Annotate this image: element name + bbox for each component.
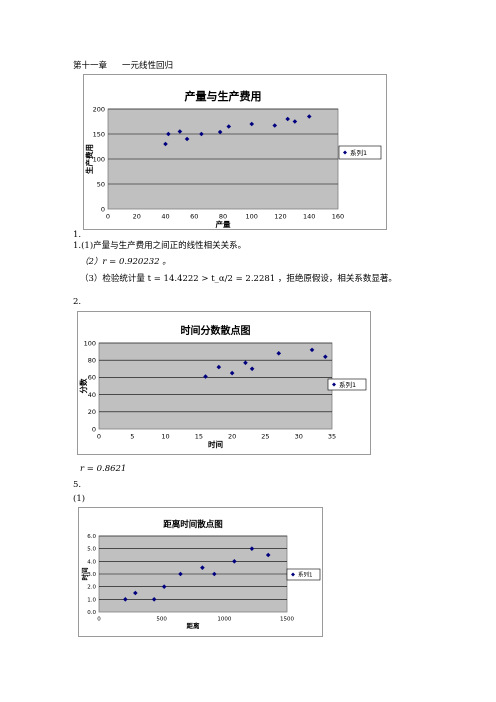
y-tick-label: 1.0 bbox=[87, 597, 96, 603]
legend-box bbox=[338, 145, 382, 160]
x-tick-label: 1000 bbox=[217, 617, 231, 623]
answer-1-3: （3）检验统计量 t = 14.4222 > t_α/2 = 2.2281 ，拒… bbox=[80, 274, 397, 284]
chart-frame-3: 距离时间散点图 0.0 1.0 2.0 3.0 4.0 5.0 6.0 0 500 1000 1500… bbox=[78, 507, 323, 637]
x-tick-label: 25 bbox=[261, 433, 269, 441]
chart-frame-1: 产量与生产费用 0 50 100 150 200 0 20 40 60 80 100 120 140 160… bbox=[83, 74, 387, 230]
y-tick-label: 4.0 bbox=[87, 559, 96, 565]
chart-frame-2: 时间分数散点图 0 20 40 60 80 100 0 5 10 15 20 25 30 35 时间 分数 系列1 bbox=[77, 311, 371, 455]
chart-time-score: 时间分数散点图 0 20 40 60 80 100 0 5 10 15 20 25 30 35 时间 分数 系列1 bbox=[78, 324, 367, 449]
x-axis-label: 时间 bbox=[208, 439, 223, 449]
answer-2-r: r = 0.8621 bbox=[80, 464, 127, 474]
x-tick-label: 40 bbox=[161, 213, 169, 221]
data-point bbox=[166, 131, 171, 137]
legend-box bbox=[286, 568, 321, 581]
data-point bbox=[184, 136, 190, 142]
data-point bbox=[151, 597, 157, 602]
chapter-title: 一元线性回归 bbox=[122, 61, 174, 71]
y-axis-label: 生产费用 bbox=[84, 144, 94, 174]
x-tick-label: 500 bbox=[156, 617, 167, 623]
data-point bbox=[292, 119, 298, 124]
y-axis-label: 分数 bbox=[78, 378, 88, 393]
x-tick-label: 120 bbox=[274, 213, 286, 221]
data-point bbox=[217, 129, 223, 135]
x-tick-label: 15 bbox=[195, 433, 203, 441]
data-point bbox=[203, 374, 208, 379]
x-tick-label: 0 bbox=[97, 433, 101, 441]
y-tick-label: 6.0 bbox=[87, 534, 96, 540]
x-tick-label: 140 bbox=[303, 213, 315, 221]
y-tick-label: 5.0 bbox=[87, 547, 96, 553]
y-tick-label: 60 bbox=[88, 374, 96, 382]
x-axis-label: 距离 bbox=[187, 621, 201, 630]
chart-production-cost: 产量与生产费用 0 50 100 150 200 0 20 40 60 80 100 120 140 160… bbox=[84, 89, 382, 229]
y-tick-label: 200 bbox=[93, 105, 105, 113]
data-point bbox=[229, 370, 235, 376]
answer-5-1: (1) bbox=[73, 494, 86, 504]
plot-area bbox=[98, 342, 333, 430]
label-1: 1. bbox=[73, 230, 82, 240]
data-point bbox=[276, 351, 282, 356]
y-tick-label: 100 bbox=[93, 155, 105, 163]
y-tick-label: 0 bbox=[101, 205, 105, 213]
x-tick-label: 35 bbox=[328, 433, 336, 441]
y-axis-label: 时间 bbox=[80, 567, 89, 581]
chart-title: 距离时间散点图 bbox=[163, 519, 223, 530]
x-axis-label: 产量 bbox=[216, 219, 231, 229]
label-5: 5. bbox=[73, 480, 82, 490]
x-tick-label: 0 bbox=[106, 213, 110, 221]
x-tick-label: 30 bbox=[295, 433, 303, 441]
data-point bbox=[232, 559, 237, 564]
y-tick-label: 2.0 bbox=[87, 585, 96, 591]
data-point bbox=[265, 552, 271, 558]
data-point bbox=[306, 114, 312, 119]
legend-label: 系列1 bbox=[339, 380, 356, 389]
x-tick-label: 20 bbox=[228, 433, 236, 441]
legend-label: 系列1 bbox=[350, 148, 367, 157]
y-tick-label: 80 bbox=[88, 356, 96, 364]
y-tick-label: 0 bbox=[92, 425, 96, 433]
data-point bbox=[323, 354, 328, 360]
data-point bbox=[199, 131, 204, 137]
x-tick-label: 5 bbox=[130, 433, 134, 441]
data-point bbox=[177, 129, 183, 134]
y-tick-label: 150 bbox=[93, 130, 105, 138]
x-tick-label: 60 bbox=[190, 213, 198, 221]
data-point bbox=[226, 124, 232, 129]
x-tick-label: 1500 bbox=[280, 617, 294, 623]
y-tick-label: 100 bbox=[84, 339, 96, 347]
legend-marker bbox=[332, 382, 336, 387]
data-point bbox=[161, 584, 167, 589]
x-tick-label: 160 bbox=[332, 213, 344, 221]
y-tick-label: 50 bbox=[97, 180, 105, 188]
chart-distance-time: 距离时间散点图 0.0 1.0 2.0 3.0 4.0 5.0 6.0 0 500 1000 1500… bbox=[80, 519, 321, 630]
data-point bbox=[249, 546, 255, 551]
label-2: 2. bbox=[73, 297, 82, 307]
x-tick-label: 10 bbox=[161, 433, 169, 441]
answer-1-2: （2）r = 0.920232 。 bbox=[80, 257, 171, 267]
data-point bbox=[216, 364, 222, 370]
data-point bbox=[200, 565, 205, 570]
data-point bbox=[309, 347, 315, 353]
x-tick-label: 80 bbox=[219, 213, 227, 221]
y-tick-label: 20 bbox=[88, 408, 96, 416]
answer-1-1: 1.(1)产量与生产费用之间正的线性相关关系。 bbox=[73, 241, 247, 251]
x-tick-label: 0 bbox=[97, 617, 101, 623]
data-point bbox=[249, 121, 255, 127]
legend-box bbox=[327, 378, 367, 391]
y-tick-label: 40 bbox=[88, 391, 96, 399]
data-point bbox=[285, 116, 290, 122]
data-point bbox=[272, 123, 278, 128]
legend-marker bbox=[343, 150, 347, 155]
data-point bbox=[163, 141, 168, 147]
legend-label: 系列1 bbox=[298, 571, 313, 579]
y-tick-label: 3.0 bbox=[87, 572, 96, 578]
y-tick-label: 0.0 bbox=[87, 610, 96, 616]
x-tick-label: 100 bbox=[246, 213, 258, 221]
chart-title: 时间分数散点图 bbox=[181, 324, 251, 337]
chart-title: 产量与生产费用 bbox=[185, 89, 262, 103]
chapter-label: 第十一章 bbox=[73, 61, 108, 71]
data-point bbox=[123, 597, 128, 602]
x-tick-label: 20 bbox=[133, 213, 141, 221]
legend-marker bbox=[291, 572, 295, 577]
